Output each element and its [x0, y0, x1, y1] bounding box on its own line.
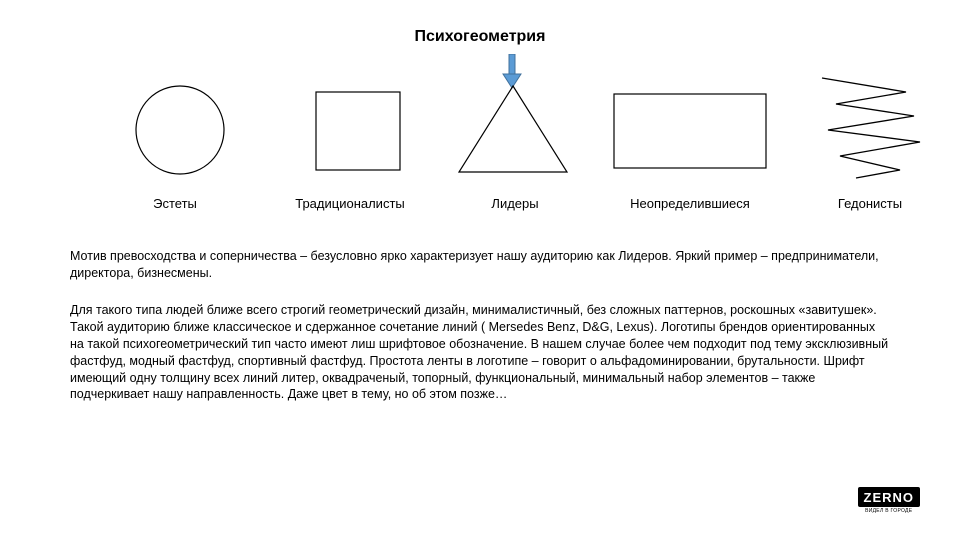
- label-zigzag: Гедонисты: [790, 196, 950, 211]
- shape-rectangle: [610, 90, 770, 172]
- label-circle: Эстеты: [95, 196, 255, 211]
- page-title: Психогеометрия: [0, 28, 960, 46]
- paragraph-2: Для такого типа людей ближе всего строги…: [70, 302, 890, 403]
- label-rect: Неопределившиеся: [610, 196, 770, 211]
- page: Психогеометрия Эстеты Традиционалисты Л: [0, 0, 960, 540]
- label-triangle: Лидеры: [435, 196, 595, 211]
- label-square: Традиционалисты: [270, 196, 430, 211]
- logo: ZERNO ВИДЕЛ В ГОРОДЕ: [858, 487, 921, 514]
- shape-triangle: [455, 82, 571, 178]
- shape-circle: [130, 80, 230, 180]
- logo-subtext: ВИДЕЛ В ГОРОДЕ: [858, 508, 921, 514]
- shape-zigzag: [810, 70, 930, 182]
- paragraph-1: Мотив превосходства и соперничества – бе…: [70, 248, 890, 282]
- shape-square: [310, 86, 406, 176]
- logo-text: ZERNO: [858, 487, 921, 507]
- shapes-row: [0, 68, 960, 188]
